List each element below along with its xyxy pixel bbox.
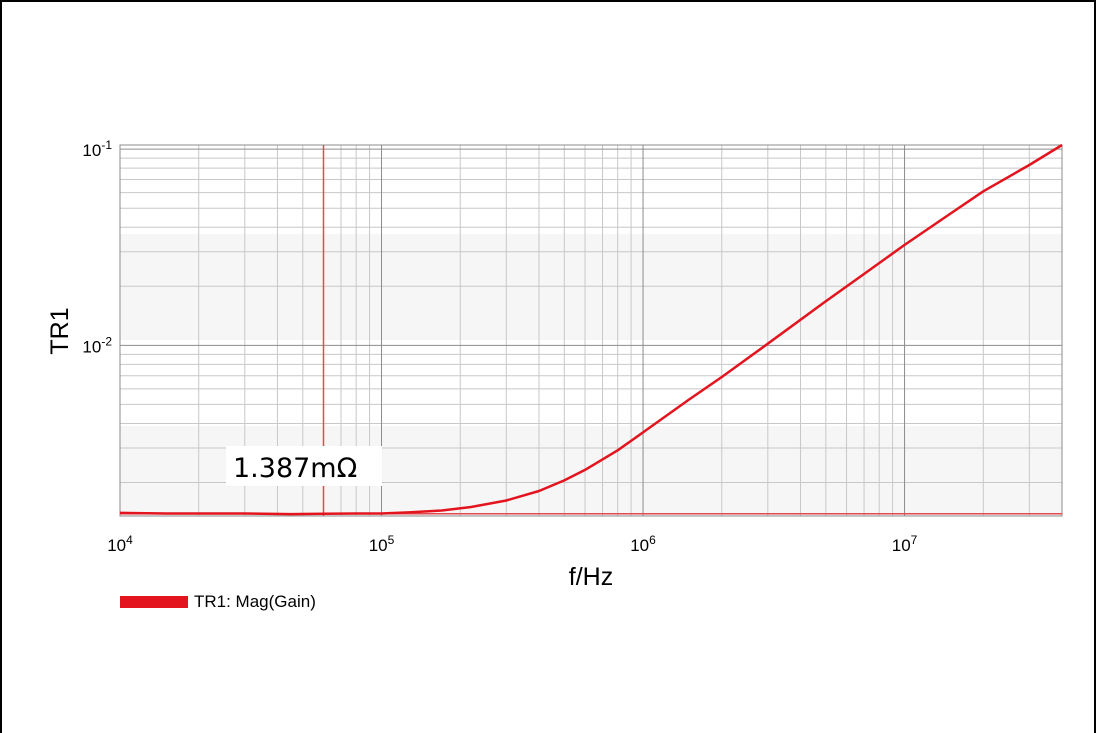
series-line [119, 143, 1063, 516]
y-tick-label: 10-2 [82, 334, 112, 356]
y-tick-labels: 10-1 10-2 [82, 138, 112, 356]
x-tick-labels: 104 105 106 107 [107, 533, 917, 555]
legend-label: TR1: Mag(Gain) [194, 592, 316, 611]
plot-band [120, 234, 1062, 340]
x-tick-label: 107 [892, 533, 918, 555]
x-axis-title: f/Hz [569, 563, 613, 591]
legend: TR1: Mag(Gain) [120, 592, 316, 612]
x-tick-label: 106 [630, 533, 656, 555]
x-tick-label: 104 [107, 533, 133, 555]
series-layer [119, 143, 1063, 516]
legend-swatch [120, 596, 188, 608]
y-axis-title: TR1 [46, 307, 74, 354]
cursor[interactable]: 1.387mΩ [120, 145, 1062, 516]
plot-area-border [119, 144, 1063, 517]
x-tick-label: 105 [369, 533, 395, 555]
y-tick-label: 10-1 [82, 138, 112, 160]
cursor-readout-background [226, 446, 382, 486]
cursor-readout: 1.387mΩ [233, 453, 357, 484]
